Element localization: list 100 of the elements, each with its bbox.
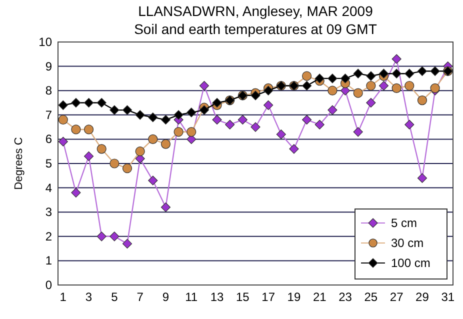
point (328, 86, 338, 96)
point (314, 120, 324, 130)
point (353, 127, 363, 137)
point (417, 66, 428, 76)
x-tick-label: 7 (136, 290, 144, 304)
x-tick-label: 11 (185, 290, 198, 304)
y-tick-label: 4 (45, 180, 52, 195)
x-tick-label: 15 (236, 290, 250, 304)
point (96, 144, 106, 154)
y-tick-label: 1 (45, 254, 52, 268)
chart-title: LLANSADWRN, Anglesey, MAR 2009 (138, 3, 374, 19)
point (71, 188, 81, 198)
point (353, 88, 363, 98)
point (174, 127, 184, 137)
point (366, 80, 376, 91)
point (174, 110, 184, 120)
point (110, 158, 120, 168)
point (225, 120, 235, 130)
point (302, 114, 312, 125)
y-tick-label: 0 (45, 278, 52, 292)
point (289, 144, 299, 154)
point (186, 108, 196, 118)
point (84, 98, 94, 108)
point (392, 68, 402, 78)
x-tick-label: 21 (312, 290, 327, 304)
point (199, 105, 209, 115)
point (122, 238, 132, 248)
point (276, 130, 286, 140)
point (160, 114, 171, 125)
point (404, 80, 414, 91)
x-tick-label: 19 (287, 290, 301, 304)
point (148, 176, 158, 186)
point (84, 151, 94, 162)
point (378, 68, 389, 78)
point (58, 114, 68, 125)
y-tick-label: 7 (45, 108, 52, 122)
point (264, 100, 274, 110)
x-tick-label: 13 (210, 290, 224, 304)
point (212, 114, 222, 125)
x-tick-label: 9 (162, 290, 170, 304)
point (96, 98, 106, 108)
point (250, 122, 260, 132)
point (58, 136, 68, 146)
y-tick-label: 5 (45, 156, 52, 170)
point (110, 232, 120, 242)
point (160, 202, 171, 212)
point (148, 134, 158, 144)
point (186, 127, 196, 137)
point (212, 98, 222, 108)
point (238, 114, 248, 125)
point (417, 96, 428, 106)
y-tick-label: 6 (45, 132, 52, 146)
x-tick-label: 29 (416, 290, 430, 304)
point (148, 112, 158, 122)
x-tick-label: 1 (60, 290, 67, 304)
legend-label: 30 cm (391, 236, 424, 250)
x-tick-label: 23 (338, 290, 352, 304)
point (404, 120, 414, 130)
x-tick-label: 25 (364, 290, 378, 304)
point (302, 80, 312, 91)
y-tick-label: 8 (45, 84, 52, 98)
point (366, 71, 376, 81)
x-tick-label: 17 (262, 290, 276, 304)
point (392, 54, 402, 64)
point (58, 100, 68, 110)
point (417, 173, 428, 183)
point (71, 124, 81, 134)
point (96, 232, 106, 242)
point (366, 98, 376, 108)
x-tick-label: 31 (441, 290, 455, 304)
point (122, 164, 132, 174)
point (264, 86, 274, 96)
legend-label: 5 cm (391, 216, 418, 230)
point (122, 105, 132, 115)
point (378, 80, 389, 91)
point (110, 105, 120, 115)
y-tick-label: 10 (38, 35, 52, 49)
point (160, 139, 171, 149)
y-tick-label: 9 (45, 59, 52, 74)
y-axis-title: Degrees C (13, 137, 25, 190)
point (135, 110, 145, 120)
point (404, 68, 414, 78)
point (84, 124, 94, 134)
point (392, 83, 402, 93)
chart-subtitle: Soil and earth temperatures at 09 GMT (134, 21, 378, 37)
point (302, 71, 312, 81)
y-tick-label: 3 (45, 205, 52, 220)
legend-label: 100 cm (391, 256, 430, 270)
point (430, 83, 440, 93)
point (314, 74, 324, 84)
point (199, 80, 209, 91)
x-tick-label: 5 (111, 290, 118, 304)
point (353, 68, 363, 78)
point (71, 98, 81, 108)
point (135, 146, 145, 156)
point (328, 105, 338, 115)
point (250, 90, 260, 100)
y-tick-label: 2 (45, 229, 52, 244)
point (340, 74, 350, 84)
x-tick-label: 3 (85, 290, 92, 304)
